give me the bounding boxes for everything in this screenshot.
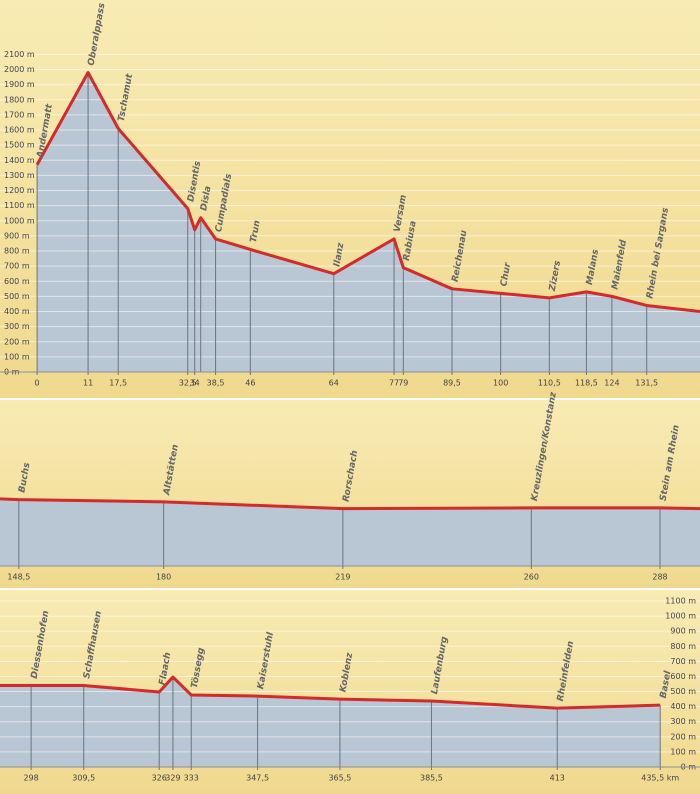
y-tick-label: 1300 m xyxy=(4,171,35,180)
y-tick-label: 800 m xyxy=(4,247,30,256)
y-tick-label: 300 m xyxy=(4,322,30,331)
y-tick-label: 1200 m xyxy=(4,186,35,195)
x-tick-label: 333 xyxy=(184,774,199,783)
y-tick-label: 400 m xyxy=(670,702,696,711)
y-tick-label: 100 m xyxy=(4,352,30,361)
x-tick-label: 435,5 km xyxy=(641,774,679,783)
y-tick-label: 1700 m xyxy=(4,110,35,119)
x-tick-label: 46 xyxy=(245,379,255,388)
y-tick-label: 2100 m xyxy=(4,50,35,59)
elevation-line xyxy=(0,675,661,710)
place-label: Chur xyxy=(499,262,513,288)
x-tick-label: 385,5 xyxy=(420,774,443,783)
y-tick-label: 1100 m xyxy=(4,201,35,210)
x-tick-label: 34 xyxy=(190,379,200,388)
x-tick-label: 0 xyxy=(35,379,40,388)
x-tick-label: 124 xyxy=(604,379,619,388)
y-tick-label: 100 m xyxy=(670,747,696,756)
x-tick-label: 11 xyxy=(83,379,93,388)
y-tick-label: 1000 m xyxy=(4,216,35,225)
x-tick-label: 219 xyxy=(335,573,350,582)
place-label: Disla xyxy=(199,185,213,211)
y-tick-label: 700 m xyxy=(4,262,30,271)
y-tick-label: 500 m xyxy=(670,687,696,696)
x-tick-label: 326 xyxy=(152,774,167,783)
x-tick-label: 89,5 xyxy=(443,379,461,388)
y-tick-label: 200 m xyxy=(670,732,696,741)
elevation-line xyxy=(35,71,700,313)
y-tick-label: 900 m xyxy=(4,231,30,240)
x-tick-label: 77 xyxy=(389,379,399,388)
x-tick-label: 347,5 xyxy=(246,774,269,783)
x-tick-label: 79 xyxy=(398,379,408,388)
y-tick-label: 400 m xyxy=(4,307,30,316)
x-tick-label: 309,5 xyxy=(72,774,95,783)
x-tick-label: 298 xyxy=(23,774,38,783)
x-tick-label: 148,5 xyxy=(7,573,30,582)
y-tick-label: 300 m xyxy=(670,717,696,726)
elevation-line xyxy=(0,497,700,511)
y-tick-label: 1800 m xyxy=(4,95,35,104)
elevation-area xyxy=(0,498,700,566)
x-tick-label: 32,5 xyxy=(179,379,197,388)
x-tick-label: 118,5 xyxy=(575,379,598,388)
y-tick-label: 1900 m xyxy=(4,80,35,89)
y-tick-label: 1500 m xyxy=(4,141,35,150)
x-tick-label: 110,5 xyxy=(538,379,561,388)
x-tick-label: 260 xyxy=(524,573,539,582)
x-tick-label: 64 xyxy=(329,379,339,388)
x-tick-label: 17,5 xyxy=(109,379,127,388)
place-label: Basel xyxy=(659,669,674,699)
y-tick-label: 1000 m xyxy=(665,612,696,621)
y-tick-label: 200 m xyxy=(4,337,30,346)
x-tick-label: 288 xyxy=(652,573,667,582)
y-tick-label: 600 m xyxy=(670,672,696,681)
x-tick-label: 329 xyxy=(165,774,180,783)
y-tick-label: 1600 m xyxy=(4,126,35,135)
x-tick-label: 131,5 xyxy=(635,379,658,388)
x-tick-label: 100 xyxy=(493,379,508,388)
y-tick-label: 800 m xyxy=(670,642,696,651)
y-tick-label: 1100 m xyxy=(665,597,696,606)
x-tick-label: 38,5 xyxy=(207,379,225,388)
x-tick-label: 365,5 xyxy=(328,774,351,783)
y-tick-label: 900 m xyxy=(670,627,696,636)
place-label: Ilanz xyxy=(332,241,346,267)
y-tick-label: 500 m xyxy=(4,292,30,301)
y-tick-label: 1400 m xyxy=(4,156,35,165)
y-tick-label: 2000 m xyxy=(4,65,35,74)
x-tick-label: 180 xyxy=(156,573,171,582)
y-tick-label: 600 m xyxy=(4,277,30,286)
x-tick-label: 413 xyxy=(550,774,565,783)
place-label: Trun xyxy=(249,220,263,244)
y-tick-label: 700 m xyxy=(670,657,696,666)
